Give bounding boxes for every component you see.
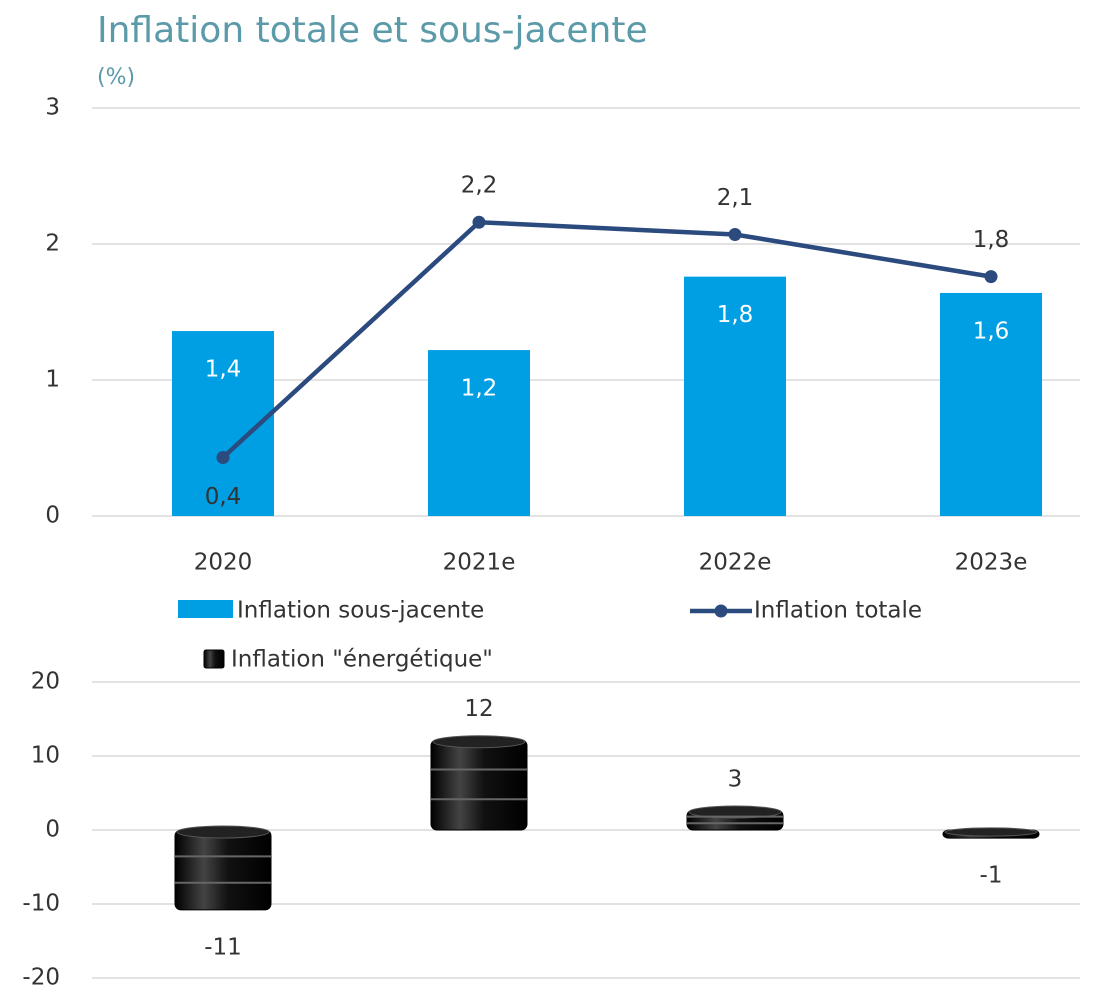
legend-label: Inflation "énergétique": [231, 647, 493, 673]
line-value-label: 2,1: [717, 185, 754, 211]
barrel-top: [432, 735, 526, 749]
line-point: [728, 227, 742, 241]
barrel-value-label: -11: [204, 934, 242, 960]
line-point: [984, 270, 998, 284]
line: [221, 219, 992, 460]
y-tick-label: 20: [31, 669, 60, 695]
legend-marker: [714, 604, 728, 618]
legend-swatch: [178, 600, 233, 618]
x-tick-label: 2023e: [955, 550, 1028, 576]
line-point: [216, 451, 230, 465]
x-tick-label: 2021e: [443, 550, 516, 576]
barrel: [430, 739, 528, 831]
chart-subtitle: (%): [97, 65, 135, 90]
line-value-label: 0,4: [205, 484, 242, 510]
legend-label: Inflation sous-jacente: [237, 598, 484, 624]
y-tick-label: -20: [22, 965, 60, 991]
chart-title: Inflation totale et sous-jacente: [97, 10, 648, 51]
bar-value-label: 1,8: [717, 302, 754, 328]
legend-swatch: [203, 649, 225, 669]
y-tick-label: 3: [45, 95, 60, 121]
barrel-value-label: 12: [464, 696, 493, 722]
y-tick-label: 0: [45, 503, 60, 529]
barrel-top: [688, 805, 782, 819]
x-tick-label: 2022e: [699, 550, 772, 576]
bar: [684, 276, 786, 516]
bar-value-label: 1,6: [973, 318, 1010, 344]
barrel-value-label: 3: [728, 767, 743, 793]
line-value-label: 1,8: [973, 227, 1010, 253]
y-tick-label: 2: [45, 231, 60, 257]
y-tick-label: 10: [31, 743, 60, 769]
y-tick-label: -10: [22, 891, 60, 917]
barrel: [174, 829, 272, 911]
bar-value-label: 1,2: [461, 376, 498, 402]
bar: [428, 350, 530, 516]
barrel-top: [176, 825, 270, 839]
x-tick-label: 2020: [194, 550, 253, 576]
legend-label: Inflation totale: [754, 598, 922, 624]
y-tick-label: 1: [45, 367, 60, 393]
barrel-top: [944, 827, 1038, 837]
barrel-value-label: -1: [980, 863, 1003, 889]
line-point: [472, 215, 486, 229]
line-value-label: 2,2: [461, 173, 498, 199]
y-tick-label: 0: [45, 817, 60, 843]
bar-value-label: 1,4: [205, 357, 242, 383]
bar: [940, 292, 1042, 516]
